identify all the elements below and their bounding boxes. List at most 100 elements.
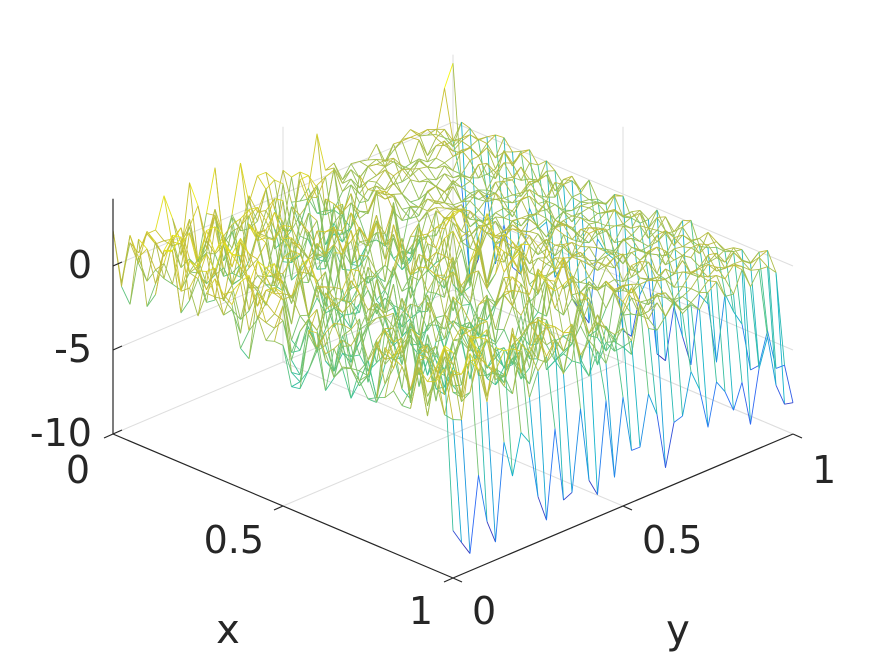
mesh-segment bbox=[257, 175, 267, 190]
mesh-segment bbox=[520, 178, 530, 181]
mesh-segment bbox=[537, 194, 547, 198]
mesh-segment bbox=[384, 330, 394, 343]
mesh-segment bbox=[546, 244, 556, 258]
mesh-segment bbox=[503, 251, 513, 259]
mesh-segment bbox=[350, 268, 360, 272]
mesh-segment bbox=[597, 400, 607, 495]
mesh-segment bbox=[376, 302, 386, 317]
mesh-segment bbox=[214, 226, 224, 236]
mesh-segment bbox=[410, 158, 420, 170]
mesh-segment bbox=[563, 242, 573, 245]
mesh-segment bbox=[682, 302, 692, 311]
mesh-segment bbox=[461, 321, 471, 339]
mesh-segment bbox=[656, 280, 666, 298]
mesh-segment bbox=[656, 315, 666, 331]
mesh-segment bbox=[478, 248, 488, 289]
mesh-segment bbox=[308, 350, 318, 371]
mesh-segment bbox=[367, 175, 377, 182]
mesh-segment bbox=[197, 230, 207, 267]
mesh-segment bbox=[597, 322, 607, 330]
mesh-segment bbox=[741, 259, 751, 264]
mesh-segment bbox=[444, 368, 454, 420]
mesh-segment bbox=[571, 251, 581, 258]
mesh-segment bbox=[690, 275, 700, 289]
mesh-segment bbox=[163, 278, 173, 285]
mesh-segment bbox=[546, 324, 556, 352]
mesh-segment bbox=[537, 213, 547, 219]
mesh-segment bbox=[588, 207, 598, 214]
mesh-segment bbox=[418, 235, 428, 240]
mesh-segment bbox=[163, 241, 173, 279]
mesh-segment bbox=[614, 346, 624, 352]
mesh-segment bbox=[350, 354, 360, 358]
mesh-segment bbox=[707, 266, 717, 278]
mesh-segment bbox=[588, 202, 598, 209]
mesh-segment bbox=[741, 249, 751, 264]
mesh-segment bbox=[673, 234, 683, 246]
mesh-segment bbox=[384, 157, 394, 167]
mesh-segment bbox=[342, 212, 352, 231]
mesh-segment bbox=[563, 196, 573, 211]
mesh-segment bbox=[580, 212, 590, 222]
mesh-segment bbox=[512, 166, 522, 181]
mesh-segment bbox=[495, 197, 505, 200]
mesh-segment bbox=[775, 272, 785, 366]
mesh-segment bbox=[478, 358, 488, 397]
mesh-segment bbox=[648, 280, 658, 305]
mesh-segment bbox=[376, 315, 386, 319]
mesh-segment bbox=[384, 342, 394, 360]
mesh-segment bbox=[690, 294, 700, 365]
mesh-segment bbox=[299, 213, 309, 237]
mesh-segment bbox=[665, 273, 675, 280]
mesh-segment bbox=[435, 345, 445, 395]
mesh-segment bbox=[520, 343, 530, 353]
mesh-segment bbox=[376, 185, 386, 196]
mesh-segment bbox=[597, 238, 607, 253]
mesh-segment bbox=[673, 301, 683, 311]
mesh-segment bbox=[444, 355, 454, 370]
mesh-segment bbox=[427, 243, 437, 249]
mesh-segment bbox=[554, 256, 564, 271]
mesh-segment bbox=[478, 238, 488, 287]
mesh-segment bbox=[359, 254, 369, 257]
mesh-segment bbox=[214, 296, 224, 316]
mesh-segment bbox=[367, 360, 377, 398]
mesh-segment bbox=[622, 297, 632, 316]
mesh-segment bbox=[580, 241, 590, 244]
mesh-segment bbox=[529, 268, 539, 325]
mesh-segment bbox=[452, 180, 462, 188]
mesh-segment bbox=[707, 263, 717, 268]
mesh-segment bbox=[699, 292, 709, 310]
mesh-segment bbox=[410, 366, 420, 390]
mesh-segment bbox=[529, 213, 539, 216]
mesh-segment bbox=[384, 234, 394, 282]
mesh-segment bbox=[520, 251, 530, 325]
mesh-segment bbox=[274, 287, 284, 294]
mesh-segment bbox=[588, 259, 598, 262]
mesh-segment bbox=[622, 238, 632, 248]
mesh-segment bbox=[758, 257, 768, 267]
mesh-segment bbox=[231, 254, 241, 268]
mesh-segment bbox=[622, 311, 632, 355]
mesh-segment bbox=[563, 323, 573, 334]
mesh-segment bbox=[495, 172, 505, 180]
mesh-segment bbox=[444, 313, 454, 341]
mesh-segment bbox=[155, 241, 165, 257]
mesh-segment bbox=[231, 304, 241, 349]
mesh-segment bbox=[639, 261, 649, 272]
mesh-segment bbox=[461, 419, 471, 554]
mesh-segment bbox=[571, 192, 581, 198]
mesh-segment bbox=[461, 235, 471, 243]
mesh-segment bbox=[452, 140, 462, 152]
mesh-segment bbox=[333, 302, 343, 313]
mesh-segment bbox=[359, 276, 369, 313]
mesh-segment bbox=[622, 251, 632, 256]
mesh-segment bbox=[214, 278, 224, 316]
mesh-segment bbox=[427, 334, 437, 361]
mesh-segment bbox=[486, 163, 496, 173]
mesh-segment bbox=[673, 286, 683, 288]
mesh-segment bbox=[495, 192, 505, 209]
mesh-segment bbox=[571, 217, 581, 230]
mesh-segment bbox=[639, 250, 649, 272]
